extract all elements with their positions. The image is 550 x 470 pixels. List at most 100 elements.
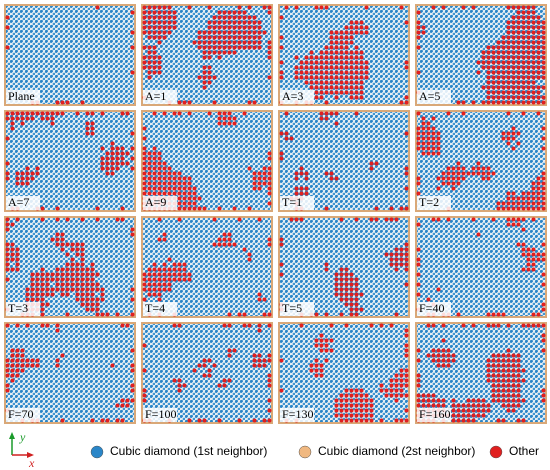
atom-other [526, 206, 531, 211]
atom-other [541, 60, 546, 65]
atom-other [324, 90, 329, 95]
atom-other [334, 75, 339, 80]
atom-other [237, 45, 242, 50]
atom-other [15, 373, 20, 378]
atom-other [172, 181, 177, 186]
atom-other [506, 95, 511, 100]
atom-other [40, 111, 45, 116]
atom-other [65, 100, 70, 105]
atom-other [217, 50, 222, 55]
atom-other [354, 30, 359, 35]
atom-other [416, 45, 421, 50]
atom-other [167, 20, 172, 25]
atom-other [526, 196, 531, 201]
atom-other [120, 217, 125, 222]
axis-indicator: y x [9, 430, 35, 470]
atom-other [192, 186, 197, 191]
atom-other [85, 307, 90, 312]
atom-other [506, 65, 511, 70]
atom-other [446, 166, 451, 171]
atom-other [536, 30, 541, 35]
atom-other [142, 30, 147, 35]
atom-other [516, 30, 521, 35]
atom-other [142, 393, 147, 398]
atom-other [531, 191, 536, 196]
atom-other [152, 30, 157, 35]
atom-other [314, 65, 319, 70]
atom-other [15, 176, 20, 181]
atom-other [15, 363, 20, 368]
atom-other [491, 217, 496, 222]
atom-other [416, 136, 421, 141]
atom-other [456, 408, 461, 413]
atom-other [506, 217, 511, 222]
atom-other [334, 403, 339, 408]
atom-other [531, 15, 536, 20]
atom-other [40, 217, 45, 222]
atom-other [339, 398, 344, 403]
atom-other [496, 100, 501, 105]
atom-other [516, 25, 521, 30]
atom-other [511, 398, 516, 403]
atom-other [152, 267, 157, 272]
atom-other [10, 116, 15, 121]
atom-other [541, 181, 546, 186]
label-box [143, 302, 177, 316]
atom-other [157, 237, 162, 242]
atom-other [75, 287, 80, 292]
atom-other [115, 217, 120, 222]
atom-other [70, 242, 75, 247]
atom-other [506, 25, 511, 30]
atom-other [115, 161, 120, 166]
atom-other [75, 277, 80, 282]
atom-other [242, 45, 247, 50]
atom-other [431, 126, 436, 131]
atom-other [471, 100, 476, 105]
atom-other [257, 176, 262, 181]
atom-other [227, 111, 232, 116]
atom-other [267, 181, 272, 186]
atom-other [481, 408, 486, 413]
atom-other [536, 312, 541, 317]
atom-other [257, 171, 262, 176]
atom-other [541, 398, 546, 403]
atom-other [147, 272, 152, 277]
atom-other [344, 277, 349, 282]
atom-other [379, 388, 384, 393]
atom-other [496, 323, 501, 328]
atom-other [339, 418, 344, 423]
atom-other [314, 70, 319, 75]
atom-other [461, 413, 466, 418]
atom-other [15, 252, 20, 257]
atom-other [399, 252, 404, 257]
atom-other [314, 363, 319, 368]
atom-other [359, 85, 364, 90]
atom-other [10, 368, 15, 373]
atom-other [157, 55, 162, 60]
atom-other [349, 287, 354, 292]
atom-other [426, 146, 431, 151]
atom-other [314, 373, 319, 378]
atom-other [197, 45, 202, 50]
atom-other [521, 242, 526, 247]
atom-other [152, 287, 157, 292]
atom-other [152, 15, 157, 20]
atom-other [359, 413, 364, 418]
atom-other [461, 408, 466, 413]
atom-other [511, 50, 516, 55]
atom-other [349, 302, 354, 307]
atom-other [187, 272, 192, 277]
atom-other [354, 408, 359, 413]
atom-other [162, 176, 167, 181]
atom-other [284, 136, 289, 141]
atom-other [389, 323, 394, 328]
atom-other [222, 232, 227, 237]
atom-other [491, 368, 496, 373]
atom-other [25, 181, 30, 186]
atom-other [364, 75, 369, 80]
atom-other [506, 196, 511, 201]
atom-other [75, 252, 80, 257]
atom-other [267, 358, 272, 363]
atom-other [491, 65, 496, 70]
atom-other [207, 111, 212, 116]
